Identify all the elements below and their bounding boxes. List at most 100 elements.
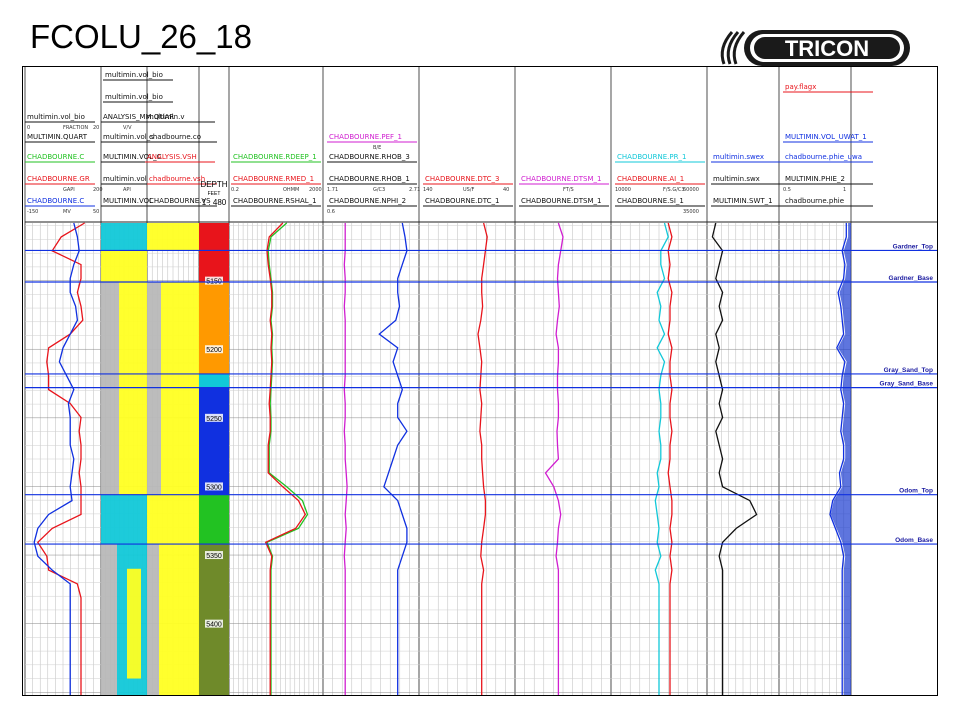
header-curve-name: MULTIMIN.VOL_UWAT_1 (785, 133, 867, 141)
scale-value: 60000 (683, 187, 699, 193)
header-curve-name: multimin.swx (713, 175, 760, 183)
scale-value: 2.71 (409, 187, 420, 193)
header-curve-name: CHADBOURNE.DTC_1 (425, 197, 500, 205)
header-curve-name: CHADBOURNE.C (27, 153, 84, 161)
header-curve-name: MULTIMIN.PHIE_2 (785, 175, 845, 183)
depth-tick-bg (205, 482, 223, 491)
scale-value: 50 (93, 209, 99, 215)
zone-band (199, 223, 229, 282)
logo-swoosh-icon (720, 31, 746, 65)
scale-unit: V/V (123, 125, 132, 131)
formation-label: Gardner_Base (889, 275, 934, 282)
formation-label: Odom_Top (899, 488, 933, 495)
depth-tick-label: 5300 (206, 484, 222, 491)
header-curve-name: CHADBOURNE.C (27, 197, 84, 205)
header-curve-name: multimin.vol_bio (105, 93, 163, 101)
header-curve-name: multimin.vol_bio (105, 71, 163, 79)
scale-value: 200 (93, 187, 103, 193)
header-curve-name: CHADBOURNE.PR_1 (617, 153, 686, 161)
header-curve-name: MULTIMIN.VOL_C (103, 153, 162, 161)
depth-tick-label: 5400 (206, 622, 222, 629)
header-curve-name: ANALYSIS_MM.QUAR (103, 113, 174, 121)
well-log-chart: multimin.vol_bio multimin.vol_bio multimin… (24, 67, 937, 695)
header-curve-name: chadbourne.vsh (149, 175, 205, 183)
formation-label: Odom_Base (895, 537, 933, 544)
header-curve-name: multimin.vol (103, 175, 147, 183)
header-curve-name: MULTIMIN.QUART (27, 133, 88, 141)
scale-unit: F/S.G/C3 (663, 187, 685, 193)
curve-chadbourne-rdeep-1 (266, 222, 309, 695)
scale-unit: G/C3 (373, 187, 385, 193)
scale-value: 2000 (309, 187, 322, 193)
scale-value: 0 (27, 125, 30, 131)
header-curve-name: MULTIMIN.VOL (103, 197, 153, 205)
depth-title: DEPTH (200, 180, 227, 189)
zone-band (199, 544, 229, 695)
header-curve-name: CHADBOURNE.NPHI_2 (329, 197, 406, 205)
fill-sand (119, 282, 147, 495)
zone-column (199, 223, 229, 695)
formation-tops: Gardner_Top Gardner_Base Gray_Sand_Top Gray… (25, 243, 937, 545)
depth-tick-label: 5250 (206, 416, 222, 423)
depth-tick-bg (205, 619, 223, 628)
track-headers: multimin.vol_bio multimin.vol_bio multimin… (24, 67, 937, 695)
fill-cyan (101, 494, 147, 545)
fill-shale (101, 282, 119, 495)
header-curve-name: CHADBOURNE.RMED_1 (233, 175, 314, 183)
zone-band (199, 494, 229, 545)
header-curve-name: CHADBOURNE.DTC_3 (425, 175, 500, 183)
formation-label: Gardner_Top (893, 243, 933, 250)
scale-unit: FRACTION (63, 125, 88, 131)
scale-unit: US/F (463, 187, 475, 193)
header-curve-name: multimin.swex (713, 153, 764, 161)
zone-band (199, 373, 229, 388)
header-curve-name: CHADBOURNE.DTSM_1 (521, 197, 602, 205)
lithology-fills (101, 223, 199, 695)
header-curve-name: pay.flagx (785, 83, 816, 91)
fill-sand (127, 568, 141, 679)
scale-unit: B/E (373, 145, 381, 151)
depth-tick-label: 5350 (206, 553, 222, 560)
depth-tick-bg (205, 345, 223, 354)
curve-chadbourne-pef-1 (343, 223, 348, 695)
scale-value: 0.2 (231, 187, 239, 193)
scale-value: 20 (93, 125, 99, 131)
header-curve-name: CHADBOURNE.RHOB_3 (329, 153, 410, 161)
header-curve-name: CHADBOURNE.RHOB_1 (329, 175, 410, 183)
depth-unit: FEET (208, 191, 221, 197)
curve-chadbourne-sp (33, 222, 80, 695)
log-panel: multimin.vol_bio multimin.vol_bio multimin… (22, 66, 938, 696)
header-curve-name: chadbourne.phie_uwa (785, 153, 862, 161)
zone-band (199, 282, 229, 374)
porosity-fill (830, 223, 851, 695)
curve-chadbourne-dtc-3 (477, 222, 488, 695)
depth-tick-bg (205, 276, 223, 285)
fill-sand (101, 250, 147, 282)
scale-value: -150 (27, 209, 38, 215)
scale-unit: FT/S (563, 187, 574, 193)
header-curve-name: multimin.vol_s (103, 133, 154, 141)
header-curve-name: CHADBOURNE.SI_1 (617, 197, 684, 205)
header-curve-name: CHADBOURNE.AI_1 (617, 175, 684, 183)
scale-value: 1 (843, 187, 846, 193)
fill-sand (159, 544, 199, 695)
header-curve-name: CHADBOURNE.PEF_1 (329, 133, 402, 141)
page-title: FCOLU_26_18 (30, 18, 252, 55)
header-curve-name: MULTIMIN.SWT_1 (713, 197, 773, 205)
curve-chadbourne-ai-1 (667, 222, 673, 695)
scale-unit: MV (63, 209, 71, 215)
depth-tick-bg (205, 551, 223, 560)
curve-chadbourne-rmed-1 (264, 222, 307, 695)
fill-shale (147, 282, 161, 495)
depth-tick-label: 5200 (206, 347, 222, 354)
scale-value: 35000 (683, 209, 699, 215)
formation-label: Gray_Sand_Base (880, 381, 934, 388)
fill-shale (101, 544, 117, 695)
header-curve-name: CHADBOURNE.DTSM_1 (521, 175, 602, 183)
curve-multimin-swx (711, 222, 758, 695)
scale-value: 0.5 (783, 187, 791, 193)
curve-chadbourne-rhob-1 (378, 222, 408, 695)
fill-cyan (101, 223, 147, 251)
scale-value: 140 (423, 187, 433, 193)
curve-chadbourne-dtsm-1 (544, 222, 564, 695)
